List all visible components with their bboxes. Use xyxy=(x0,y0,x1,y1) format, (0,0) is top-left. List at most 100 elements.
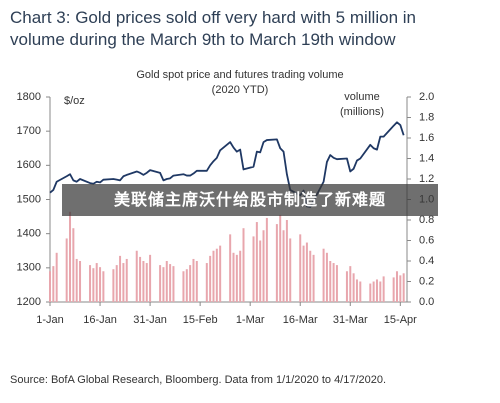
volume-bar xyxy=(69,211,72,302)
volume-bar xyxy=(165,261,168,302)
chart-subtitle: (2020 YTD) xyxy=(212,84,269,96)
source-note: Source: BofA Global Research, Bloomberg.… xyxy=(10,374,386,386)
volume-bar xyxy=(149,254,152,302)
volume-bar xyxy=(312,254,315,302)
volume-bar xyxy=(232,252,235,302)
x-tick-label: 15-Apr xyxy=(384,314,417,326)
volume-bar xyxy=(229,234,232,302)
y2-tick-label: 0.8 xyxy=(419,214,434,226)
volume-bar xyxy=(125,258,128,302)
volume-bar xyxy=(142,261,145,302)
volume-bar xyxy=(159,265,162,302)
y-tick-label: 1200 xyxy=(17,296,41,308)
volume-bar xyxy=(122,263,125,302)
volume-bar xyxy=(349,266,352,302)
y-axis-label: $/oz xyxy=(64,95,85,107)
volume-bar xyxy=(235,254,238,302)
volume-bar xyxy=(52,266,55,302)
volume-bar xyxy=(189,265,192,302)
volume-bar xyxy=(115,265,118,302)
volume-bar xyxy=(395,271,398,302)
volume-bar xyxy=(399,275,402,302)
volume-bar xyxy=(392,277,395,302)
volume-bar xyxy=(265,217,268,302)
volume-bar xyxy=(359,281,362,302)
volume-bar xyxy=(352,273,355,302)
x-tick-label: 31-Mar xyxy=(333,314,368,326)
volume-bar xyxy=(162,267,165,302)
volume-bar xyxy=(112,269,115,302)
volume-bar xyxy=(185,269,188,302)
volume-bar xyxy=(282,230,285,302)
volume-bar xyxy=(79,261,82,302)
y2-tick-label: 0.2 xyxy=(419,275,434,287)
y-tick-label: 1400 xyxy=(17,228,41,240)
volume-bar xyxy=(279,214,282,302)
header-line: Chart 3: Gold prices sold off very hard … xyxy=(10,8,416,27)
volume-bar xyxy=(305,242,308,302)
volume-bar xyxy=(195,261,198,302)
volume-bar xyxy=(345,271,348,302)
volume-bar xyxy=(302,245,305,302)
volume-bar xyxy=(192,258,195,302)
volume-bar xyxy=(209,255,212,302)
volume-bar xyxy=(325,252,328,302)
volume-bar xyxy=(172,266,175,302)
volume-bar xyxy=(299,234,302,302)
y2-tick-label: 0.0 xyxy=(419,296,434,308)
x-tick-label: 15-Feb xyxy=(183,314,218,326)
volume-bar xyxy=(379,281,382,302)
volume-bar xyxy=(372,281,375,302)
y2-tick-label: 1.6 xyxy=(419,132,434,144)
y2-tick-label: 0.4 xyxy=(419,255,434,267)
overlay-banner: 美联储主席沃什给股市制造了新难题 xyxy=(62,184,438,216)
volume-bar xyxy=(99,267,102,302)
volume-bar xyxy=(139,256,142,302)
volume-bar xyxy=(375,279,378,302)
y-tick-label: 1500 xyxy=(17,193,41,205)
y2-tick-label: 2.0 xyxy=(419,91,434,103)
volume-bar xyxy=(182,271,185,302)
volume-bar xyxy=(355,279,358,302)
y2-tick-label: 0.6 xyxy=(419,234,434,246)
volume-bar xyxy=(55,252,58,302)
volume-bar xyxy=(92,268,95,302)
volume-bar xyxy=(329,261,332,302)
volume-bar xyxy=(252,236,255,302)
volume-bar xyxy=(289,238,292,302)
y-tick-label: 1300 xyxy=(17,262,41,274)
x-tick-label: 16-Jan xyxy=(83,314,117,326)
volume-bar xyxy=(119,255,122,302)
volume-bar xyxy=(382,276,385,302)
volume-bar xyxy=(309,250,312,302)
y2-axis-label: (millions) xyxy=(340,106,384,118)
volume-bar xyxy=(275,224,278,302)
y2-tick-label: 1.4 xyxy=(419,152,434,164)
x-tick-label: 16-Mar xyxy=(283,314,318,326)
y2-axis-label: volume xyxy=(344,91,379,103)
volume-bar xyxy=(239,250,242,302)
volume-bar xyxy=(402,273,405,302)
volume-bar xyxy=(49,271,51,302)
volume-bar xyxy=(255,222,258,302)
volume-bar xyxy=(322,248,325,302)
volume-bar xyxy=(75,258,78,302)
volume-bar xyxy=(102,271,105,302)
x-tick-label: 31-Jan xyxy=(133,314,167,326)
volume-bar xyxy=(369,283,372,302)
volume-bar xyxy=(89,265,92,302)
price-line xyxy=(49,121,405,208)
volume-bar xyxy=(219,245,222,302)
volume-bar xyxy=(145,263,148,302)
volume-bar xyxy=(262,230,265,302)
y-tick-label: 1600 xyxy=(17,159,41,171)
chart-title: Gold spot price and futures trading volu… xyxy=(136,69,343,81)
volume-bar xyxy=(332,263,335,302)
header-line: volume during the March 9th to March 19t… xyxy=(10,30,396,49)
volume-bar xyxy=(72,228,75,302)
volume-bar xyxy=(259,240,262,302)
volume-bar xyxy=(135,250,138,302)
y-tick-label: 1700 xyxy=(17,125,41,137)
